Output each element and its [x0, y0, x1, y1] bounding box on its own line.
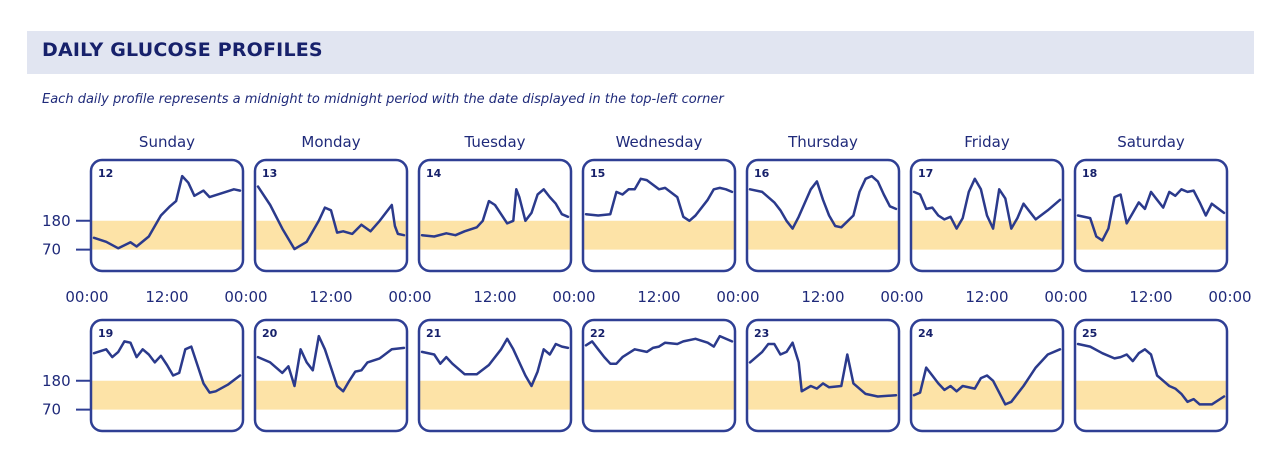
target-range-band [92, 380, 242, 410]
header-bar: DAILY GLUCOSE PROFILES [27, 31, 1254, 74]
x-tick-label: 12:00 [145, 288, 188, 306]
chart-subtitle: Each daily profile represents a midnight… [42, 92, 724, 107]
x-tick-label: 00:00 [552, 288, 595, 306]
target-range-band [256, 380, 406, 410]
glucose-trace-line [584, 177, 734, 223]
target-range-band [1076, 220, 1226, 250]
target-range-band [748, 220, 898, 250]
target-range-band [584, 380, 734, 410]
day-panel-frame [909, 318, 1065, 433]
glucose-trace-line [912, 348, 1062, 406]
day-panel-frame [417, 318, 573, 433]
glucose-trace-line [1076, 188, 1226, 242]
date-label: 20 [262, 327, 278, 340]
day-panel-frame [581, 158, 737, 273]
x-tick-label: 12:00 [965, 288, 1008, 306]
day-panel-frame [253, 318, 409, 433]
day-panel-frame [417, 158, 573, 273]
target-range-band [584, 220, 734, 250]
day-panel-frame [909, 158, 1065, 273]
date-label: 13 [262, 167, 277, 180]
date-label: 15 [590, 167, 605, 180]
day-panel-frame [1073, 318, 1229, 433]
date-label: 18 [1082, 167, 1097, 180]
x-tick-label: 12:00 [1129, 288, 1172, 306]
day-panel-frame [89, 158, 245, 273]
date-label: 25 [1082, 327, 1097, 340]
glucose-trace-line [256, 185, 406, 251]
weekday-label: Friday [964, 133, 1010, 151]
day-panel-frame [253, 158, 409, 273]
glucose-trace-line [256, 334, 406, 393]
x-tick-label: 00:00 [880, 288, 923, 306]
target-range-band [256, 220, 406, 250]
glucose-trace-line [584, 334, 734, 365]
glucose-trace-line [92, 340, 242, 394]
date-label: 21 [426, 327, 441, 340]
x-tick-label: 12:00 [309, 288, 352, 306]
weekday-label: Saturday [1117, 133, 1185, 151]
weekday-label: Sunday [139, 133, 195, 151]
day-panel-frame [745, 318, 901, 433]
x-tick-label: 12:00 [473, 288, 516, 306]
y-tick-label: 180 [42, 372, 71, 390]
page-title: DAILY GLUCOSE PROFILES [42, 39, 323, 61]
day-panel-frame [581, 318, 737, 433]
date-label: 12 [98, 167, 113, 180]
x-tick-label: 12:00 [801, 288, 844, 306]
glucose-trace-line [1076, 342, 1226, 406]
target-range-band [912, 220, 1062, 250]
weekday-label: Tuesday [463, 133, 525, 151]
target-range-band [420, 380, 570, 410]
x-tick-label: 00:00 [1208, 288, 1251, 306]
date-label: 16 [754, 167, 770, 180]
x-tick-label: 00:00 [65, 288, 108, 306]
glucose-trace-line [92, 174, 242, 250]
target-range-band [912, 380, 1062, 410]
glucose-trace-line [748, 341, 898, 398]
date-label: 22 [590, 327, 605, 340]
weekday-label: Monday [301, 133, 360, 151]
x-tick-label: 00:00 [1044, 288, 1087, 306]
target-range-band [92, 220, 242, 250]
glucose-trace-line [748, 174, 898, 230]
day-panel-frame [89, 318, 245, 433]
x-tick-label: 00:00 [716, 288, 759, 306]
date-label: 14 [426, 167, 442, 180]
y-tick-label: 70 [42, 241, 61, 259]
x-tick-label: 00:00 [388, 288, 431, 306]
date-label: 23 [754, 327, 769, 340]
day-panel-frame [745, 158, 901, 273]
y-tick-label: 70 [42, 401, 61, 419]
glucose-trace-line [420, 337, 570, 388]
glucose-trace-line [912, 177, 1062, 230]
weekday-label: Thursday [787, 133, 858, 151]
x-tick-label: 12:00 [637, 288, 680, 306]
date-label: 19 [98, 327, 113, 340]
glucose-trace-line [420, 188, 570, 238]
date-label: 24 [918, 327, 934, 340]
weekday-label: Wednesday [616, 133, 703, 151]
x-tick-label: 00:00 [224, 288, 267, 306]
date-label: 17 [918, 167, 933, 180]
y-tick-label: 180 [42, 212, 71, 230]
day-panel-frame [1073, 158, 1229, 273]
target-range-band [420, 220, 570, 250]
